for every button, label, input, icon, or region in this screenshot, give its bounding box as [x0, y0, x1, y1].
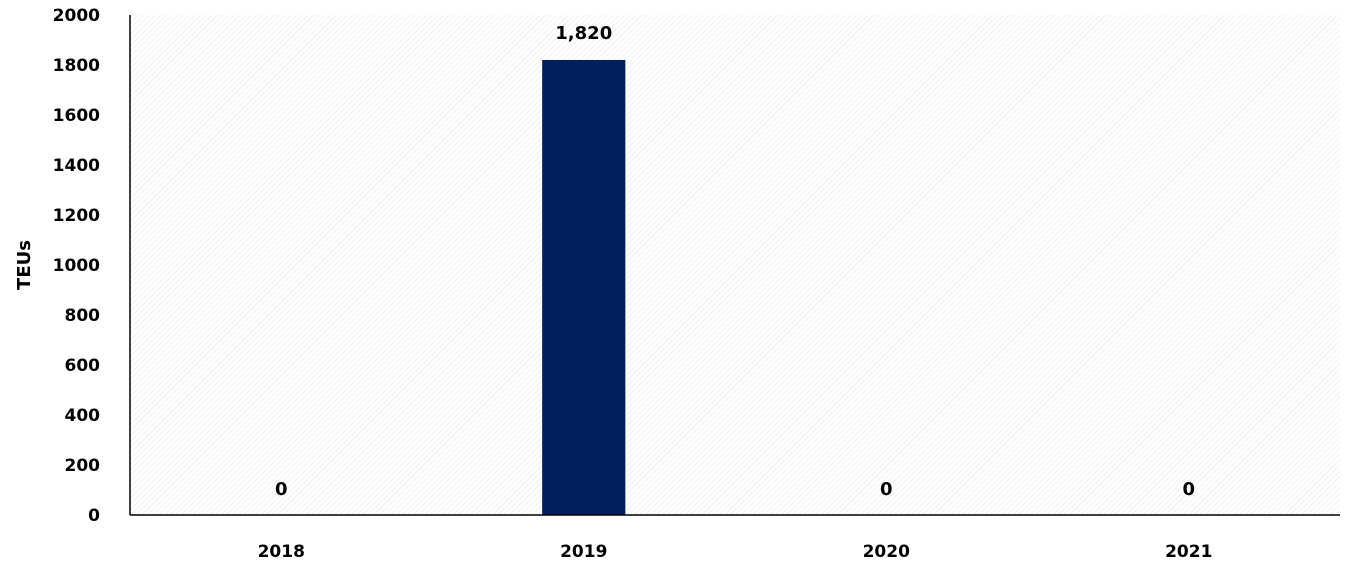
y-tick-label: 600: [65, 356, 101, 376]
y-axis-title: TEUs: [14, 240, 35, 290]
y-tick-label: 1400: [53, 156, 100, 176]
y-tick-label: 400: [65, 406, 101, 426]
data-labels: 0 1,820 0 0: [275, 23, 1195, 500]
data-label-2020: 0: [880, 479, 893, 500]
plot-area-background: [130, 15, 1340, 515]
x-tick-label: 2018: [258, 542, 305, 562]
x-tick-label: 2020: [863, 542, 910, 562]
y-tick-label: 2000: [53, 6, 100, 26]
y-tick-label: 1800: [53, 56, 100, 76]
bars-group: [542, 60, 626, 515]
bar-2019: [542, 60, 626, 515]
y-tick-label: 800: [65, 306, 101, 326]
y-tick-label: 1200: [53, 206, 100, 226]
y-tick-label: 1000: [53, 256, 100, 276]
y-tick-label: 0: [88, 506, 100, 526]
data-label-2021: 0: [1182, 479, 1195, 500]
y-tick-labels: 0 200 400 600 800 1000 1200 1400 1600 1800 2000: [53, 6, 100, 526]
x-tick-labels: 2018 2019 2020 2021: [258, 542, 1213, 562]
data-label-2018: 0: [275, 479, 288, 500]
x-tick-label: 2019: [560, 542, 607, 562]
data-label-2019: 1,820: [555, 23, 612, 44]
y-tick-label: 1600: [53, 106, 100, 126]
y-tick-label: 200: [65, 456, 101, 476]
x-tick-label: 2021: [1165, 542, 1212, 562]
